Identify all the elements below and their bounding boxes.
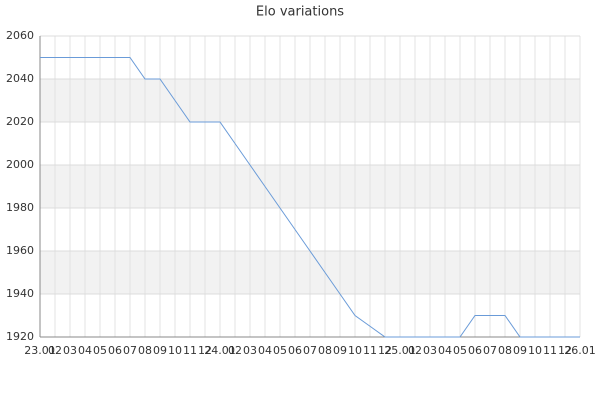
- x-tick-label: 11: [543, 344, 557, 357]
- y-tick-label: 1960: [6, 244, 34, 257]
- x-tick-label: 08: [138, 344, 152, 357]
- x-tick-label: 11: [183, 344, 197, 357]
- x-tick-label: 05: [273, 344, 287, 357]
- x-tick-label: 25.01: [384, 344, 416, 357]
- data-line: [40, 57, 580, 338]
- x-tick-label: 06: [288, 344, 302, 357]
- y-tick-label: 1940: [6, 287, 34, 300]
- x-tick-label: 07: [483, 344, 497, 357]
- y-tick-label: 2000: [6, 158, 34, 171]
- x-tick-label: 26.01: [564, 344, 596, 357]
- y-tick-label: 2020: [6, 115, 34, 128]
- x-tick-label: 09: [153, 344, 167, 357]
- x-tick-label: 10: [348, 344, 362, 357]
- x-tick-label: 07: [123, 344, 137, 357]
- x-tick-label: 04: [78, 344, 92, 357]
- x-tick-label: 12: [378, 344, 392, 357]
- x-tick-label: 08: [318, 344, 332, 357]
- x-tick-label: 04: [258, 344, 272, 357]
- x-tick-label: 10: [528, 344, 542, 357]
- x-tick-label: 24.01: [204, 344, 236, 357]
- y-tick-label: 1980: [6, 201, 34, 214]
- y-tick-label: 2040: [6, 72, 34, 85]
- x-tick-label: 03: [243, 344, 257, 357]
- x-tick-label: 23.01: [24, 344, 56, 357]
- chart-title: Elo variations: [256, 5, 344, 20]
- x-tick-label: 04: [438, 344, 452, 357]
- x-tick-label: 07: [303, 344, 317, 357]
- x-tick-label: 05: [93, 344, 107, 357]
- x-tick-label: 06: [108, 344, 122, 357]
- x-tick-label: 11: [363, 344, 377, 357]
- x-tick-label: 12: [558, 344, 572, 357]
- x-tick-label: 02: [48, 344, 62, 357]
- x-tick-label: 06: [468, 344, 482, 357]
- x-tick-label: 12: [198, 344, 212, 357]
- x-tick-label: 03: [63, 344, 77, 357]
- y-tick-label: 2060: [6, 29, 34, 42]
- x-tick-label: 09: [333, 344, 347, 357]
- x-tick-label: 10: [168, 344, 182, 357]
- x-tick-label: 09: [513, 344, 527, 357]
- x-tick-label: 05: [453, 344, 467, 357]
- x-tick-label: 02: [408, 344, 422, 357]
- x-tick-label: 03: [423, 344, 437, 357]
- x-tick-label: 02: [228, 344, 242, 357]
- y-tick-label: 1920: [6, 330, 34, 343]
- x-tick-label: 08: [498, 344, 512, 357]
